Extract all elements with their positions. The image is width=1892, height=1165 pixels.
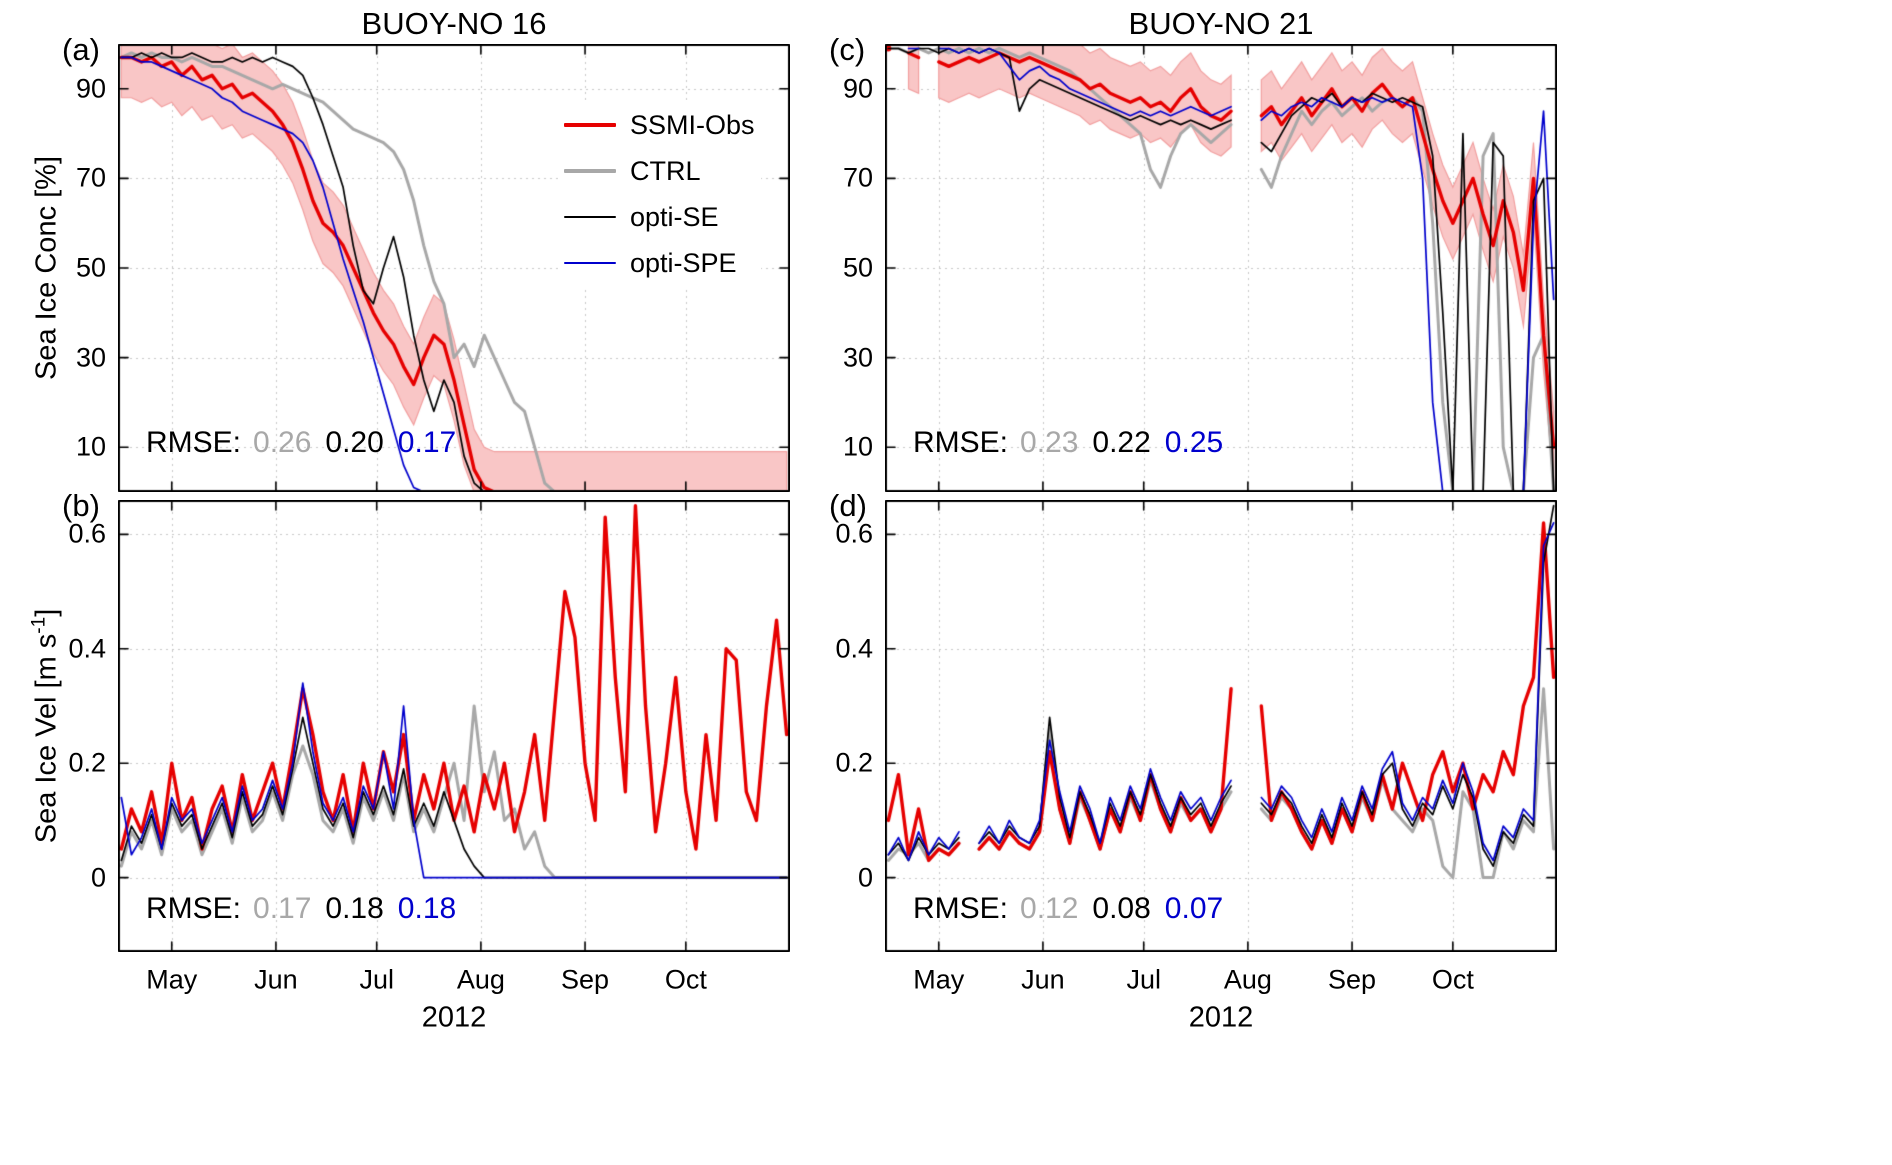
y-axis-label-text: Sea Ice Conc [%] (30, 155, 63, 381)
legend-label: opti-SPE (630, 247, 737, 278)
legend-label: SSMI-Obs (630, 109, 755, 140)
y-tick-label: 70 (75, 162, 106, 193)
y-tick-label: 90 (75, 73, 106, 104)
rmse-ctrl-value: 0.23 (1020, 426, 1079, 459)
y-axis-label-sup: -1 (28, 616, 50, 634)
legend-line-sample (564, 216, 616, 218)
rmse-label: RMSE: (913, 426, 1009, 459)
x-tick-label: Sep (1328, 964, 1377, 995)
y-tick-label: 0.6 (68, 518, 106, 549)
x-axis-label-year: 2012 (1188, 1001, 1254, 1034)
legend-item-ctrl: CTRL (564, 148, 755, 194)
y-tick-label: 30 (75, 342, 106, 373)
rmse-spe-value: 0.17 (397, 426, 457, 459)
legend-item-ssmi-obs: SSMI-Obs (564, 102, 755, 148)
x-tick-label: May (913, 964, 965, 995)
y-axis-label-text-end: ] (30, 608, 63, 617)
x-tick-label: Aug (1223, 964, 1272, 995)
panel-title-buoy-16: BUOY-NO 16 (361, 6, 547, 41)
rmse-annotation-d: RMSE: 0.12 0.08 0.07 (913, 892, 1237, 926)
legend-line-sample (564, 123, 616, 127)
rmse-spe-value: 0.18 (397, 892, 457, 925)
legend-label: CTRL (630, 155, 701, 186)
y-axis-label-vel: Sea Ice Vel [m s-1] (29, 609, 64, 844)
rmse-spe-value: 0.07 (1164, 892, 1224, 925)
rmse-ctrl-value: 0.17 (253, 892, 312, 925)
rmse-label: RMSE: (913, 892, 1009, 925)
rmse-se-value: 0.18 (325, 892, 384, 925)
y-tick-label: 0.6 (835, 518, 873, 549)
x-tick-label: Aug (456, 964, 505, 995)
rmse-ctrl-value: 0.26 (253, 426, 312, 459)
y-tick-label: 50 (842, 252, 873, 283)
y-axis-label-conc: Sea Ice Conc [%] (29, 156, 64, 380)
y-tick-label: 30 (842, 342, 873, 373)
plot-area-d (885, 500, 1557, 952)
y-axis-label-text: Sea Ice Vel [m s (30, 633, 63, 844)
panel-letter-b: (b) (62, 488, 100, 523)
panel-title-buoy-21: BUOY-NO 21 (1128, 6, 1314, 41)
x-tick-label: Jun (254, 964, 298, 995)
y-tick-label: 0 (857, 862, 873, 893)
x-tick-label: Jul (1126, 964, 1161, 995)
rmse-annotation-c: RMSE: 0.23 0.22 0.25 (913, 426, 1237, 460)
legend-item-opti-se: opti-SE (564, 194, 755, 240)
rmse-annotation-a: RMSE: 0.26 0.20 0.17 (146, 426, 470, 460)
rmse-ctrl-value: 0.12 (1020, 892, 1079, 925)
rmse-se-value: 0.22 (1092, 426, 1151, 459)
legend-label: opti-SE (630, 201, 719, 232)
legend-line-sample (564, 262, 616, 264)
y-tick-label: 0.2 (835, 747, 873, 778)
rmse-se-value: 0.08 (1092, 892, 1151, 925)
rmse-label: RMSE: (146, 892, 242, 925)
plot-area-b (118, 500, 790, 952)
x-axis-label-year: 2012 (421, 1001, 487, 1034)
y-tick-label: 0 (90, 862, 106, 893)
x-tick-label: Oct (1431, 964, 1474, 995)
x-tick-label: May (146, 964, 198, 995)
plot-area-c (885, 44, 1557, 492)
x-tick-label: Jul (359, 964, 394, 995)
legend-line-sample (564, 169, 616, 173)
rmse-spe-value: 0.25 (1164, 426, 1224, 459)
panel-letter-c: (c) (829, 32, 866, 67)
y-tick-label: 0.2 (68, 747, 106, 778)
rmse-label: RMSE: (146, 426, 242, 459)
y-tick-label: 0.4 (835, 633, 873, 664)
y-tick-label: 90 (842, 73, 873, 104)
y-tick-label: 0.4 (68, 633, 106, 664)
x-tick-label: Oct (664, 964, 707, 995)
y-tick-label: 10 (75, 431, 106, 462)
x-tick-label: Sep (561, 964, 610, 995)
y-tick-label: 10 (842, 431, 873, 462)
panel-letter-d: (d) (829, 488, 867, 523)
x-tick-label: Jun (1021, 964, 1065, 995)
legend-item-opti-spe: opti-SPE (564, 240, 755, 286)
panel-letter-a: (a) (62, 32, 100, 67)
y-tick-label: 70 (842, 162, 873, 193)
y-tick-label: 50 (75, 252, 106, 283)
legend: SSMI-Obs CTRL opti-SE opti-SPE (558, 100, 761, 288)
rmse-annotation-b: RMSE: 0.17 0.18 0.18 (146, 892, 470, 926)
rmse-se-value: 0.20 (325, 426, 384, 459)
